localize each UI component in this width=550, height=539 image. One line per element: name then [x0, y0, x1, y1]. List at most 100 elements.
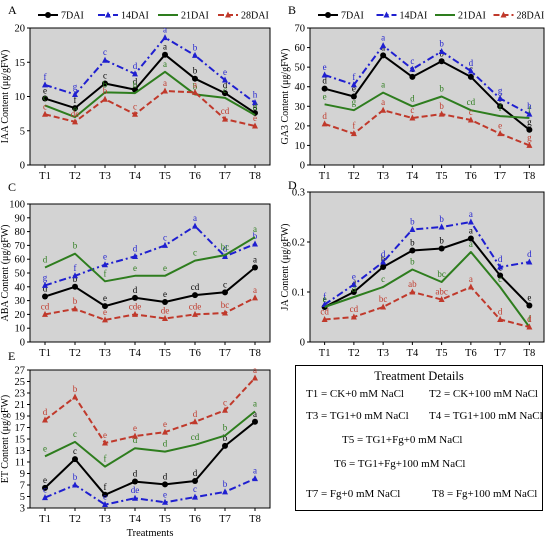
significance-letter: d — [498, 254, 503, 264]
data-point — [252, 240, 258, 247]
data-point — [252, 374, 258, 381]
treatment-item-t5: T5 = TG1+Fg+0 mM NaCl — [342, 434, 463, 446]
plot-area — [309, 27, 545, 166]
significance-letter: a — [381, 80, 385, 90]
significance-letter: d — [133, 61, 138, 71]
data-point — [102, 303, 108, 310]
significance-letter: d — [223, 243, 228, 253]
significance-letter: f — [104, 268, 107, 278]
significance-letter: d — [133, 435, 138, 445]
data-point — [467, 235, 474, 242]
significance-letter: c — [43, 92, 47, 102]
legend-label: 21DAI — [181, 11, 209, 22]
data-point — [380, 264, 387, 270]
significance-letter: e — [163, 489, 167, 499]
significance-letter: c — [223, 397, 227, 407]
significance-letter: e — [43, 475, 47, 485]
significance-letter: b — [133, 80, 138, 90]
significance-letter: a — [253, 254, 257, 264]
series-line — [44, 225, 256, 287]
series-21dai: ceb bab cd — [43, 59, 258, 119]
significance-letter: abc — [435, 287, 448, 297]
significance-letter: e — [103, 293, 107, 303]
y-tick-label: 21 — [15, 400, 26, 411]
significance-letter: c — [73, 446, 77, 456]
y-tick-label: 60 — [295, 43, 306, 54]
data-point — [72, 272, 78, 279]
data-point — [380, 52, 387, 59]
significance-letter: c — [163, 232, 167, 242]
significance-letter: c — [410, 105, 414, 115]
data-point — [72, 283, 78, 290]
y-tick-label: 20 — [15, 24, 26, 35]
treatment-item-t8: T8 = Fg+100 mM NaCl — [432, 488, 538, 500]
significance-letter: a — [381, 33, 385, 43]
panel-a: A 0 5 10 15 20 T1 T2 T3 T4 T5 T6 T7 T8 IAA Content (μg… — [0, 3, 271, 182]
data-point — [42, 293, 48, 300]
significance-letter: a — [381, 97, 385, 107]
significance-letter: cd — [221, 106, 230, 116]
significance-letter: d — [193, 468, 198, 478]
data-point — [192, 493, 198, 500]
data-point — [438, 58, 445, 65]
significance-letter: a — [253, 466, 257, 476]
significance-letter: e — [498, 121, 502, 131]
data-point — [192, 75, 198, 82]
significance-letter: c — [498, 274, 502, 284]
x-tick-label: T8 — [249, 514, 261, 525]
data-point — [222, 76, 228, 83]
data-point — [409, 114, 416, 121]
x-tick-label: T1 — [39, 171, 51, 182]
y-tick-label: 50 — [295, 63, 306, 74]
y-tick-label: 5 — [20, 126, 25, 137]
data-point — [162, 241, 168, 248]
significance-letter: c — [103, 70, 107, 80]
data-point — [162, 481, 168, 488]
y-tick-label: 19 — [15, 412, 26, 423]
significance-letter: e — [352, 84, 356, 94]
significance-letter: d — [352, 284, 357, 294]
data-point — [526, 302, 533, 309]
significance-letter: b — [410, 217, 415, 227]
significance-letter: g — [527, 132, 532, 142]
y-tick-label: 40 — [295, 82, 306, 93]
data-point — [350, 130, 357, 137]
series-line — [44, 266, 256, 308]
data-point — [132, 110, 138, 117]
significance-letter: c — [223, 279, 227, 289]
significance-letter: d — [410, 93, 415, 103]
data-point — [102, 316, 108, 323]
x-tick-label: T6 — [189, 171, 201, 182]
data-point — [102, 95, 108, 102]
data-point — [526, 323, 533, 330]
significance-letter: f — [528, 314, 531, 324]
x-tick-label: T3 — [99, 514, 111, 525]
y-tick-label: 0.3 — [292, 188, 305, 199]
data-point — [467, 283, 474, 290]
legend-label: 28DAI — [517, 11, 545, 22]
x-tick-label: T2 — [69, 514, 81, 525]
data-point — [222, 488, 228, 495]
significance-letter: d — [469, 58, 474, 68]
legend: 7DAI 14DAI 21DAI 28DAI — [318, 11, 544, 22]
significance-letter: a — [193, 213, 197, 223]
series-line — [324, 91, 530, 119]
significance-letter: a — [469, 209, 473, 219]
significance-letter: b — [439, 84, 444, 94]
y-axis-label: JA Content (μg/gFW) — [280, 223, 291, 310]
panel-label: A — [8, 3, 17, 17]
series-line — [44, 477, 256, 506]
significance-letter: e — [133, 423, 137, 433]
data-point — [321, 316, 328, 322]
significance-letter: a — [163, 78, 167, 88]
significance-letter: a — [163, 59, 167, 69]
y-tick-label: 10 — [295, 141, 306, 152]
treatment-item-t4: T4 = TG1+100 mM NaCl — [429, 410, 543, 422]
y-tick-label: 20 — [15, 310, 26, 321]
y-tick-label: 30 — [15, 296, 26, 307]
series-line — [324, 221, 530, 306]
